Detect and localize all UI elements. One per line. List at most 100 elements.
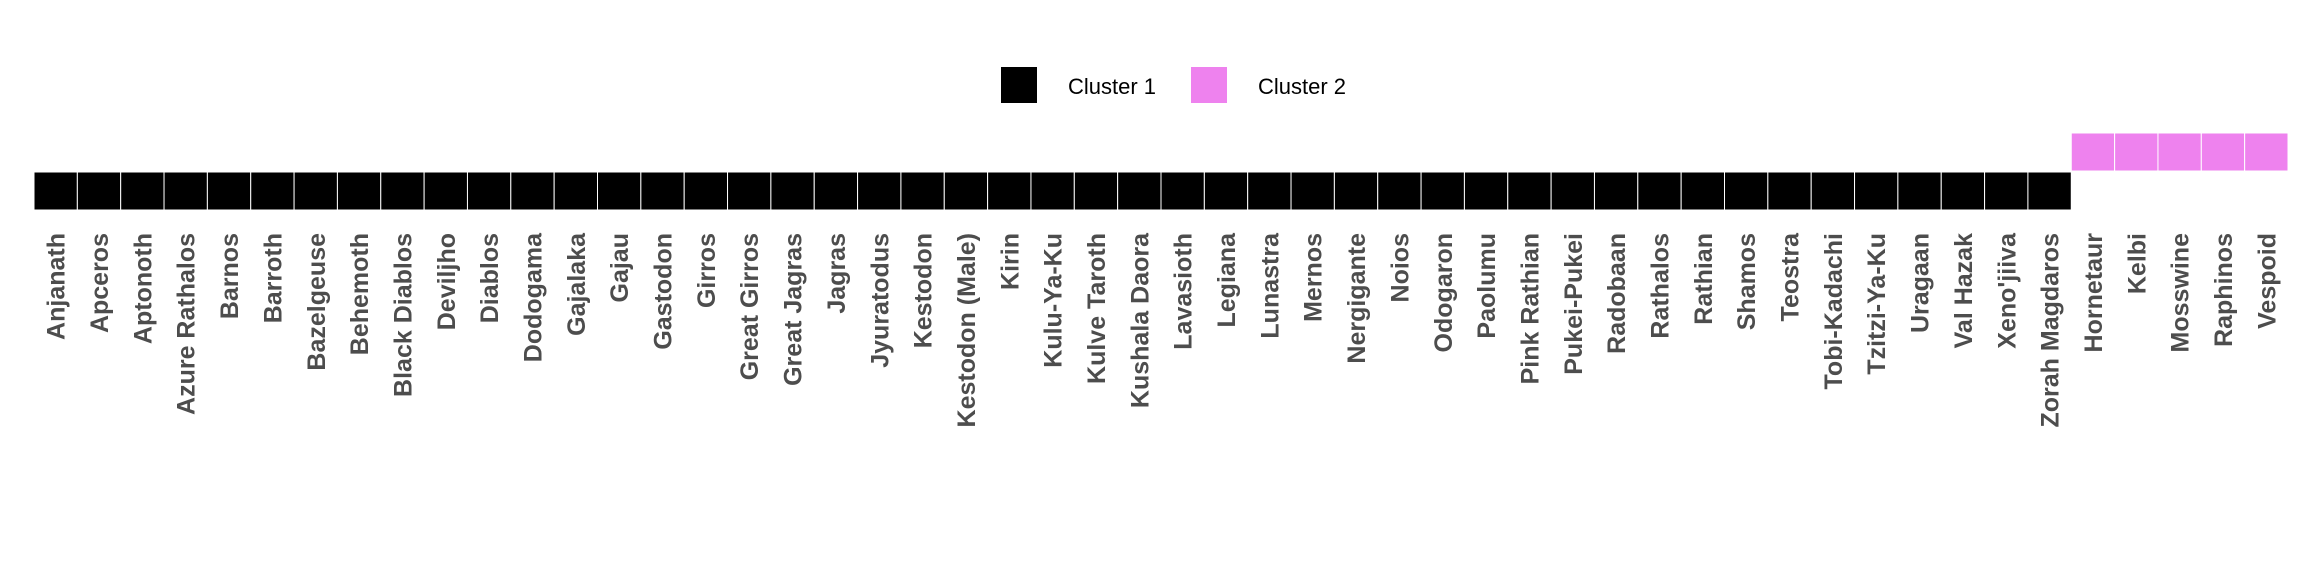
tick-label-raphinos: Raphinos — [2210, 233, 2238, 347]
tile-kestodon — [900, 171, 945, 211]
tick-label-apceros: Apceros — [86, 233, 114, 333]
tick-label-pink-rathian: Pink Rathian — [1516, 233, 1544, 384]
tile-gajalaka — [553, 171, 599, 211]
tick-label-xeno-jiiva: Xeno'jiiva — [1993, 232, 2021, 349]
tick-label-vespoid: Vespoid — [2253, 233, 2281, 329]
tick-label-kestodon-male: Kestodon (Male) — [953, 233, 981, 427]
tile-gastodon — [640, 171, 685, 211]
tick-label-barnos: Barnos — [216, 233, 244, 319]
tick-label-girros: Girros — [693, 233, 721, 308]
tick-label-gastodon: Gastodon — [650, 233, 678, 350]
legend-swatch-cluster-1 — [1001, 67, 1037, 103]
tile-uragaan — [1897, 171, 1942, 211]
tile-diablos — [466, 171, 512, 211]
tile-paolumu — [1463, 171, 1509, 211]
tile-teostra — [1767, 171, 1812, 211]
tick-label-tzitzi-ya-ku: Tzitzi-Ya-Ku — [1863, 233, 1891, 375]
tick-label-radobaan: Radobaan — [1603, 233, 1631, 354]
tick-label-rathalos: Rathalos — [1646, 233, 1674, 339]
tick-label-pukei-pukei: Pukei-Pukei — [1560, 233, 1588, 375]
tile-black-diablos — [380, 171, 425, 211]
tile-kulve-taroth — [1073, 171, 1119, 211]
tile-aptonoth — [120, 171, 165, 211]
tick-label-kirin: Kirin — [996, 233, 1024, 290]
tick-label-black-diablos: Black Diablos — [389, 233, 417, 397]
tile-noios — [1377, 171, 1422, 211]
tile-raphinos — [2200, 132, 2246, 172]
tick-label-shamos: Shamos — [1733, 233, 1761, 330]
tick-label-rathian: Rathian — [1690, 233, 1718, 325]
tick-label-lavasioth: Lavasioth — [1170, 233, 1198, 350]
tile-tobi-kadachi — [1810, 171, 1856, 211]
tick-label-kelbi: Kelbi — [2123, 233, 2151, 294]
tile-pukei-pukei — [1550, 171, 1595, 211]
tick-label-mosswine: Mosswine — [2167, 233, 2195, 353]
tile-great-jagras — [770, 171, 815, 211]
tile-mosswine — [2157, 132, 2202, 172]
tile-barroth — [250, 171, 295, 211]
tick-label-teostra: Teostra — [1777, 232, 1805, 322]
tick-label-kestodon: Kestodon — [910, 233, 938, 348]
tick-label-kushala-daora: Kushala Daora — [1126, 232, 1154, 408]
tile-lavasioth — [1160, 171, 1205, 211]
legend-swatch-cluster-2 — [1191, 67, 1227, 103]
tile-barnos — [206, 171, 252, 211]
tick-label-odogaron: Odogaron — [1430, 233, 1458, 352]
tile-pink-rathian — [1507, 171, 1552, 211]
tick-label-bazelgeuse: Bazelgeuse — [303, 233, 331, 371]
tick-label-jagras: Jagras — [823, 233, 851, 314]
tick-label-aptonoth: Aptonoth — [129, 233, 157, 344]
legend-label-cluster-2: Cluster 2 — [1258, 74, 1346, 99]
tick-label-great-girros: Great Girros — [736, 233, 764, 380]
tile-kirin — [987, 171, 1032, 211]
tile-xeno-jiiva — [1984, 171, 2029, 211]
tile-girros — [683, 171, 729, 211]
tile-rathalos — [1637, 171, 1682, 211]
tile-anjanath — [33, 171, 78, 211]
tick-label-anjanath: Anjanath — [43, 233, 71, 340]
tile-lunastra — [1247, 171, 1292, 211]
tile-mernos — [1290, 171, 1335, 211]
tile-bazelgeuse — [293, 171, 338, 211]
tick-label-tobi-kadachi: Tobi-Kadachi — [1820, 233, 1848, 389]
tile-kulu-ya-ku — [1030, 171, 1075, 211]
tick-label-barroth: Barroth — [259, 233, 287, 323]
tick-label-gajalaka: Gajalaka — [563, 232, 591, 336]
tile-kushala-daora — [1117, 171, 1162, 211]
tile-legiana — [1203, 171, 1249, 211]
tick-label-noios: Noios — [1386, 233, 1414, 302]
tick-label-mernos: Mernos — [1300, 233, 1328, 322]
tile-apceros — [76, 171, 122, 211]
tile-odogaron — [1420, 171, 1465, 211]
tile-hornetaur — [2070, 132, 2116, 172]
tile-nergigante — [1333, 171, 1379, 211]
tile-great-girros — [727, 171, 772, 211]
tick-label-gajau: Gajau — [606, 233, 634, 302]
tile-dodogama — [510, 171, 555, 211]
tick-label-great-jagras: Great Jagras — [780, 233, 808, 386]
tile-behemoth — [336, 171, 382, 211]
tick-label-zorah-magdaros: Zorah Magdaros — [2037, 233, 2065, 427]
tile-radobaan — [1593, 171, 1639, 211]
x-axis-tick-labels: Anjanath Apceros Aptonoth Azure Rathalos Bar… — [43, 232, 2282, 428]
legend-label-cluster-1: Cluster 1 — [1068, 74, 1156, 99]
tick-label-kulve-taroth: Kulve Taroth — [1083, 233, 1111, 384]
tile-vespoid — [2244, 132, 2289, 172]
tick-label-diablos: Diablos — [476, 233, 504, 323]
tile-gajau — [597, 171, 642, 211]
tile-jyuratodus — [857, 171, 902, 211]
tile-deviljho — [423, 171, 468, 211]
tile-val-hazak — [1940, 171, 1986, 211]
tile-kelbi — [2114, 132, 2159, 172]
legend-entry-cluster-1: Cluster 1 — [1001, 67, 1156, 103]
tile-kestodon-male — [943, 171, 989, 211]
tile-jagras — [813, 171, 859, 211]
tick-label-paolumu: Paolumu — [1473, 233, 1501, 339]
tick-label-nergigante: Nergigante — [1343, 233, 1371, 364]
tick-label-lunastra: Lunastra — [1256, 232, 1284, 339]
tick-label-dodogama: Dodogama — [519, 232, 547, 362]
tick-label-deviljho: Deviljho — [433, 233, 461, 330]
tile-shamos — [1724, 171, 1769, 211]
tick-label-hornetaur: Hornetaur — [2080, 233, 2108, 353]
